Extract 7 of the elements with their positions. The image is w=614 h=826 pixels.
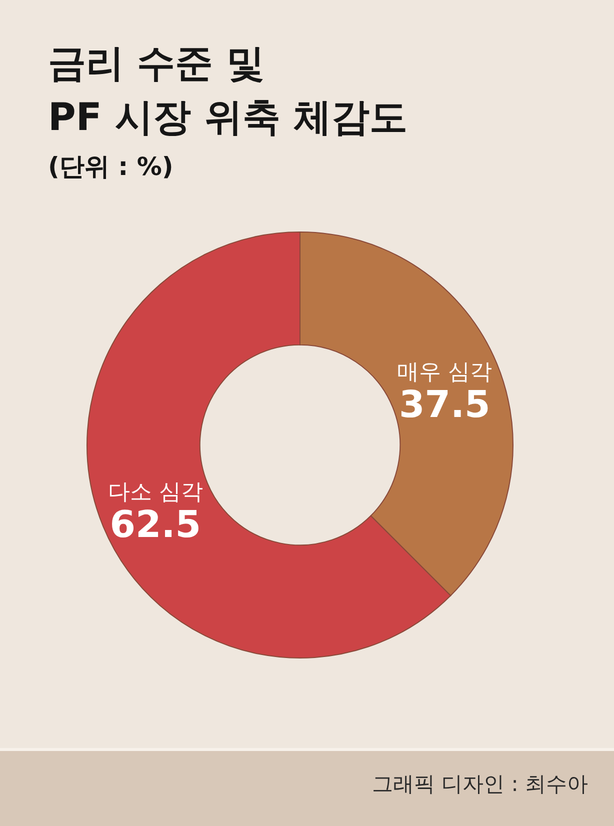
slice-label: 매우 심각 <box>397 360 492 386</box>
chart-title: 금리 수준 및 PF 시장 위축 체감도 <box>48 40 408 141</box>
data-label: 37.5 <box>398 383 490 426</box>
data-label: 62.5 <box>110 502 202 546</box>
text: 그래픽 디자인 : 최수아 <box>372 771 588 798</box>
chart-subtitle: (단위 : %) <box>48 151 174 183</box>
slice-label: 다소 심각 <box>108 480 203 505</box>
